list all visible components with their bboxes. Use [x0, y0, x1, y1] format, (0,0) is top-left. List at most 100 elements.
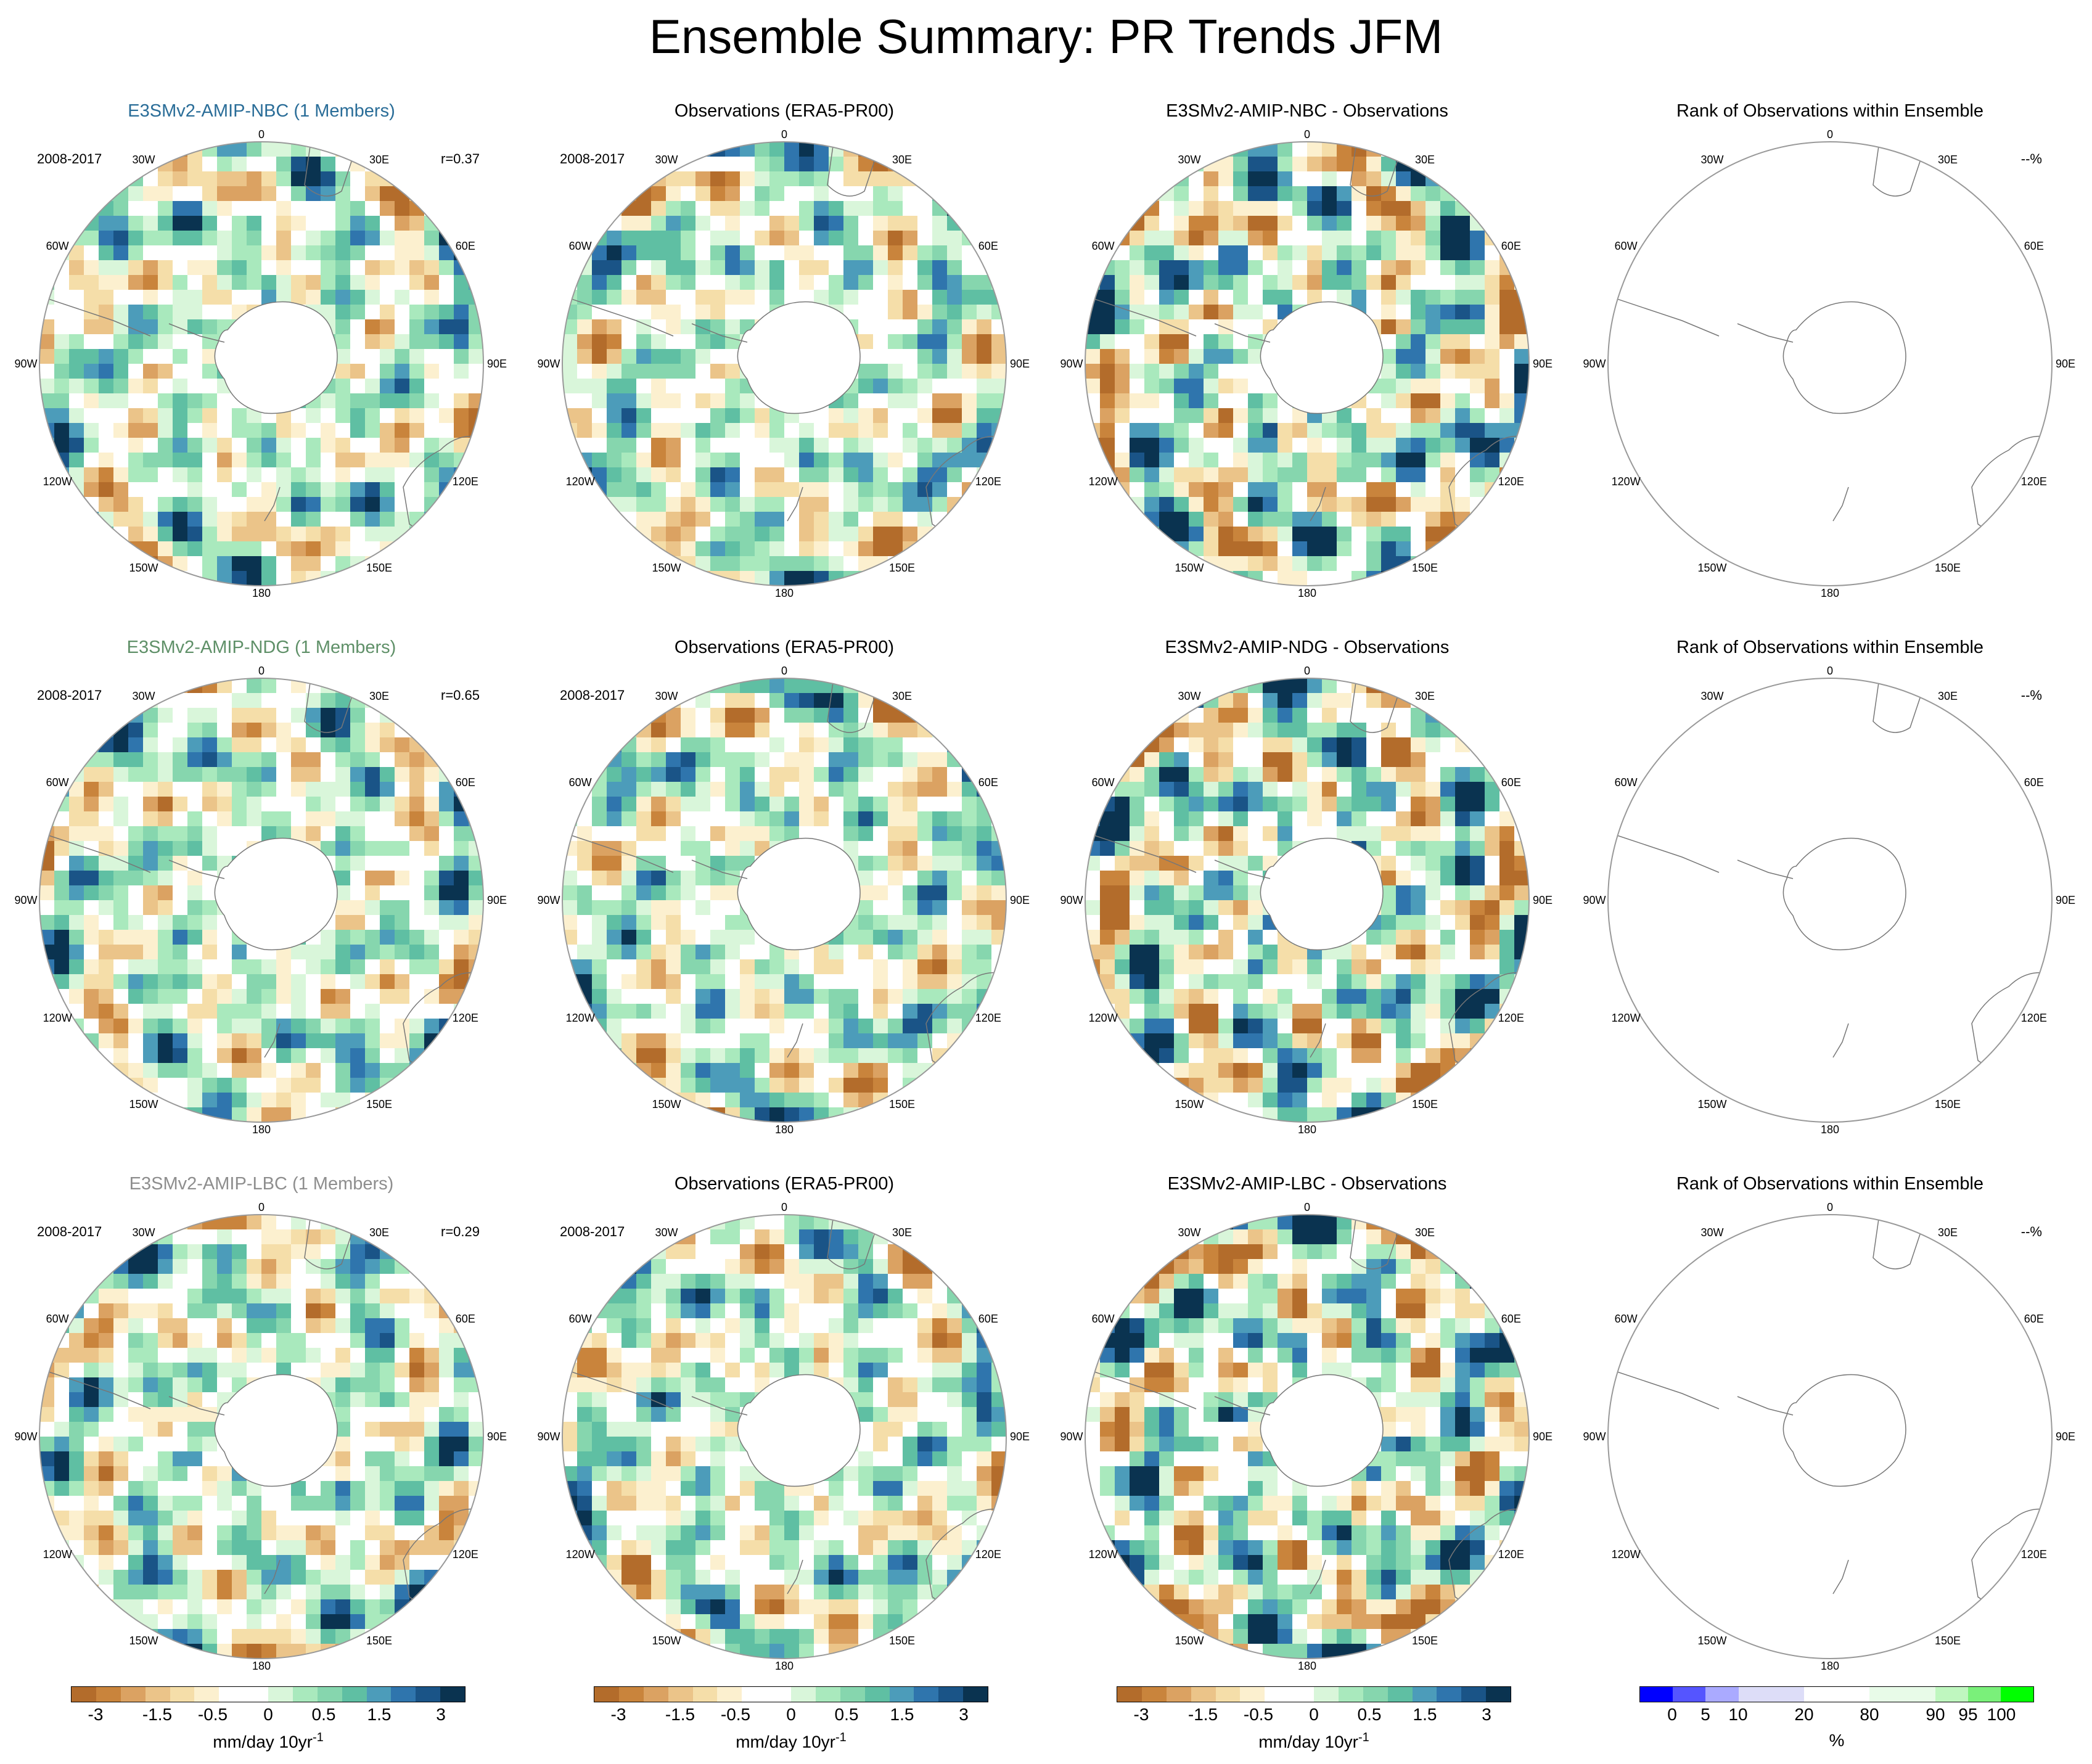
lon-label: 30E	[1415, 690, 1435, 702]
field-layer	[1608, 1215, 2052, 1659]
polar-map: 0 30E 60E 90E 120E 150E 180 150W 120W 90W 60W 30W	[1583, 128, 2075, 599]
field-layer	[1608, 142, 2052, 586]
colorbar-swatch	[791, 1687, 816, 1702]
panel-title: E3SMv2-AMIP-LBC - Observations	[1167, 1174, 1447, 1194]
field-layer	[39, 1215, 483, 1659]
polar-map: 0 30E 60E 90E 120E 150E 180 150W 120W 90W 60W 30W	[1060, 665, 1553, 1136]
colorbar-tick: 3	[436, 1705, 446, 1724]
panel-diff-row1: E3SMv2-AMIP-NBC - Observations 0 30E 60E 90E…	[1046, 92, 1569, 635]
lon-label: 150E	[889, 562, 915, 574]
colorbar-tick: -0.5	[197, 1705, 228, 1724]
lon-label: 90W	[537, 358, 560, 370]
lon-label: 150W	[652, 562, 681, 574]
lon-label: 30W	[655, 154, 678, 166]
colorbar-swatch	[1191, 1687, 1216, 1702]
colorbar-tick: 95	[1958, 1705, 1978, 1724]
lon-label: 30W	[1178, 154, 1200, 166]
panel-title: Observations (ERA5-PR00)	[674, 1174, 895, 1194]
colorbar-swatch	[292, 1687, 318, 1702]
lon-label: 0	[781, 128, 787, 141]
colorbar-swatch	[317, 1687, 342, 1702]
lon-label: 120E	[2021, 475, 2047, 488]
lon-label: 120E	[2021, 1012, 2047, 1024]
lon-label: 60W	[46, 240, 69, 252]
lon-label: 180	[1298, 1660, 1316, 1672]
lon-label: 90W	[537, 1430, 560, 1443]
period-label: 2008-2017	[560, 151, 625, 166]
colorbar-swatch	[692, 1687, 718, 1702]
lon-label: 60E	[2024, 776, 2044, 789]
lon-label: 180	[1298, 587, 1316, 599]
lon-label: 120E	[1498, 1548, 1524, 1561]
lon-label: 0	[781, 665, 787, 677]
panel-obs-row3: Observations (ERA5-PR00) 0 30E 60E 90E 120E 15…	[523, 1165, 1046, 1708]
lon-label: 30E	[1415, 154, 1435, 166]
lon-label: 0	[258, 665, 265, 677]
lon-label: 150W	[129, 1098, 158, 1110]
percent-label: --%	[2020, 151, 2042, 166]
lon-label: 0	[1827, 665, 1833, 677]
colorbar-swatch	[594, 1687, 619, 1702]
colorbar-swatch	[1902, 1687, 1935, 1702]
colorbar-swatch	[742, 1687, 767, 1702]
lon-label: 0	[1304, 1201, 1310, 1213]
colorbar-strip	[594, 1686, 988, 1702]
lon-label: 120W	[43, 1548, 72, 1561]
antarctica-outline	[1782, 837, 1906, 951]
map-border	[562, 1214, 1007, 1659]
lon-label: 30E	[892, 1226, 912, 1239]
colorbar-label: mm/day 10yr-1	[1258, 1731, 1369, 1752]
colorbar-swatch	[815, 1687, 840, 1702]
lon-label: 150W	[1697, 1098, 1726, 1110]
correlation-label: r=0.37	[441, 151, 480, 166]
lon-label: 90E	[2056, 894, 2075, 906]
lon-label: 120W	[566, 475, 595, 488]
lon-label: 150E	[1412, 1635, 1438, 1647]
lon-label: 60W	[569, 776, 592, 789]
colorbar-tick: 0	[786, 1705, 796, 1724]
lon-label: 120E	[453, 475, 478, 488]
lon-label: 180	[775, 1660, 794, 1672]
colorbar-tick: 1.5	[367, 1705, 392, 1724]
colorbar-swatch	[194, 1687, 219, 1702]
trend-colorbar-2: -3 -1.5 -0.5 0 0.5 1.5 3 mm/day 10yr-1	[594, 1686, 988, 1760]
lon-label: 0	[781, 1201, 787, 1213]
lon-label: 150W	[652, 1098, 681, 1110]
polar-map: 0 30E 60E 90E 120E 150E 180 150W 120W 90W 60W 30W	[14, 665, 507, 1136]
field-layer	[39, 678, 483, 1122]
colorbar-tick: 0	[263, 1705, 273, 1724]
lon-label: 0	[1304, 665, 1310, 677]
lon-label: 90W	[14, 1430, 37, 1443]
lon-label: 0	[1827, 128, 1833, 141]
colorbar-swatch	[1412, 1687, 1437, 1702]
colorbar-swatch	[1215, 1687, 1241, 1702]
lon-label: 180	[252, 1123, 271, 1136]
lon-label: 30E	[892, 154, 912, 166]
colorbar-tick: 0.5	[311, 1705, 336, 1724]
lon-label: 90E	[2056, 1430, 2075, 1443]
colorbar-swatch	[342, 1687, 367, 1702]
lon-label: 60W	[1092, 240, 1115, 252]
lon-label: 150E	[1935, 562, 1961, 574]
colorbar-swatch	[391, 1687, 416, 1702]
lon-label: 90E	[487, 358, 507, 370]
polar-map: 0 30E 60E 90E 120E 150E 180 150W 120W 90W 60W 30W	[1583, 665, 2075, 1136]
panel-title: Rank of Observations within Ensemble	[1676, 638, 1984, 657]
lon-label: 150W	[1175, 1098, 1204, 1110]
figure-title: Ensemble Summary: PR Trends JFM	[649, 9, 1443, 64]
lon-label: 60E	[456, 1313, 475, 1325]
period-label: 2008-2017	[560, 687, 625, 703]
field-layer	[562, 678, 1006, 1122]
colorbar-swatch	[1117, 1687, 1142, 1702]
lon-label: 120W	[1612, 1548, 1641, 1561]
lon-label: 60W	[1615, 1313, 1638, 1325]
polar-map: 0 30E 60E 90E 120E 150E 180 150W 120W 90W 60W 30W	[537, 665, 1030, 1136]
colorbar-tick: 80	[1860, 1705, 1879, 1724]
map-border	[562, 678, 1007, 1123]
lon-label: 120E	[975, 475, 1001, 488]
colorbar-swatch	[219, 1687, 244, 1702]
lon-label: 150W	[1175, 562, 1204, 574]
colorbar-swatch	[938, 1687, 964, 1702]
lon-label: 30E	[369, 1226, 389, 1239]
panel-model-row1: E3SMv2-AMIP-NBC (1 Members) 0 30E 60E 90E 120…	[0, 92, 523, 635]
